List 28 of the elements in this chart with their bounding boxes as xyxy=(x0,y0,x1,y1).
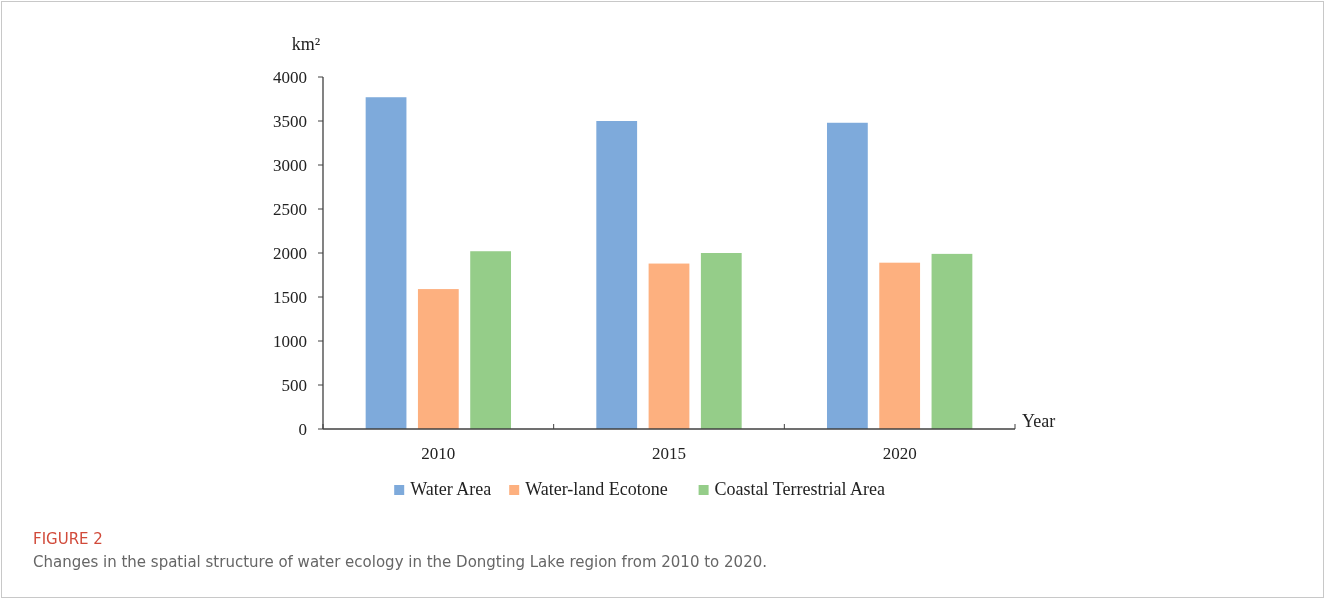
bar xyxy=(648,263,690,429)
y-tick-label: 0 xyxy=(298,419,307,439)
x-tick-label: 2010 xyxy=(421,444,456,463)
legend-label: Coastal Terrestrial Area xyxy=(714,479,885,499)
bar xyxy=(826,122,868,429)
bar xyxy=(700,253,742,429)
caption: FIGURE 2 xyxy=(33,530,103,548)
bar xyxy=(596,121,638,429)
text: Changes in the spatial structure of water ecology in the Dongting Lake region from 2010 to 2020. xyxy=(33,553,767,571)
bar xyxy=(470,251,512,429)
y-tick-label: 3000 xyxy=(273,155,307,175)
y-tick-label: 500 xyxy=(281,375,307,395)
legend-label: Water Area xyxy=(410,479,492,499)
x-tick-label: 2015 xyxy=(652,444,686,463)
y-tick-label: 2500 xyxy=(273,199,307,219)
bar xyxy=(417,289,459,429)
x-axis-title: Year xyxy=(1022,411,1056,431)
y-tick-label: 4000 xyxy=(273,67,307,87)
x-tick-label: 2020 xyxy=(882,444,917,463)
y-tick-label: 3500 xyxy=(273,111,307,131)
bar xyxy=(879,262,921,429)
y-tick-label: 1500 xyxy=(273,287,307,307)
y-tick-label: 1000 xyxy=(273,331,307,351)
y-tick-label: 2000 xyxy=(273,243,307,263)
bar xyxy=(365,97,407,429)
legend-label: Water-land Ecotone xyxy=(525,479,668,499)
bar xyxy=(931,253,973,429)
y-axis-title: km² xyxy=(291,34,321,54)
